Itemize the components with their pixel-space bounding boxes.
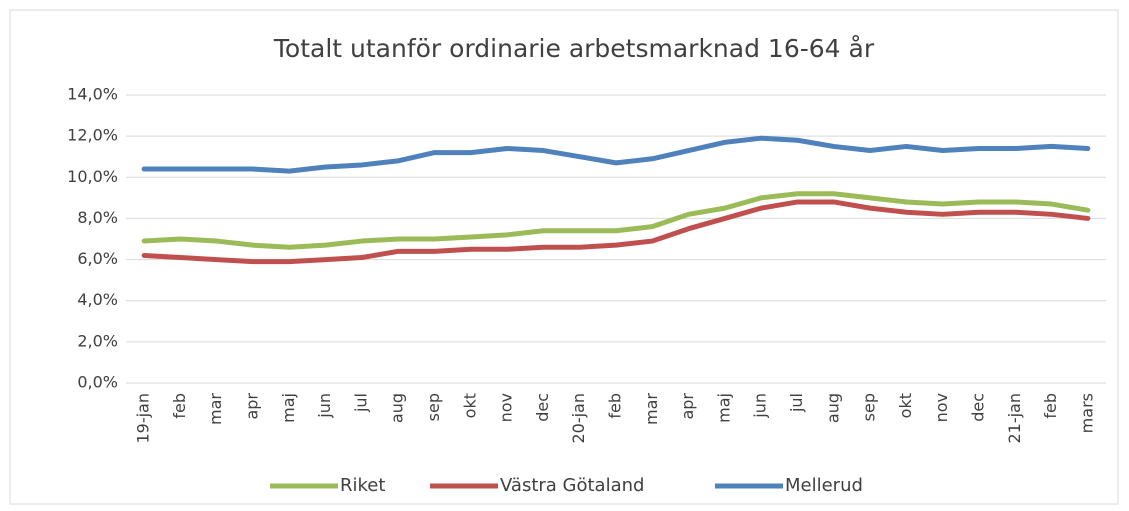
x-tick-label: feb bbox=[170, 393, 189, 419]
x-tick-label: maj bbox=[714, 393, 733, 423]
x-tick-label: sep bbox=[860, 393, 879, 421]
x-tick-label: maj bbox=[279, 393, 298, 423]
x-tick-label: 20-jan bbox=[569, 393, 588, 444]
legend-label: Västra Götaland bbox=[500, 475, 644, 496]
series-line bbox=[141, 199, 1091, 265]
x-tick-label: jul bbox=[787, 393, 806, 413]
legend-label: Riket bbox=[340, 475, 385, 496]
y-tick-label: 12,0% bbox=[67, 126, 118, 145]
y-tick-label: 0,0% bbox=[77, 373, 118, 392]
x-tick-label: feb bbox=[1041, 393, 1060, 419]
x-tick-label: jul bbox=[351, 393, 370, 413]
y-tick-label: 4,0% bbox=[77, 290, 118, 309]
x-tick-label: mar bbox=[642, 393, 661, 425]
series-line bbox=[141, 135, 1091, 174]
series-line bbox=[141, 191, 1091, 250]
x-tick-label: dec bbox=[968, 393, 987, 422]
x-tick-label: okt bbox=[460, 393, 479, 418]
y-tick-label: 8,0% bbox=[77, 208, 118, 227]
x-tick-label: aug bbox=[388, 393, 407, 423]
x-tick-label: apr bbox=[243, 393, 262, 420]
x-tick-label: feb bbox=[606, 393, 625, 419]
x-tick-label: jun bbox=[315, 393, 334, 419]
y-tick-label: 10,0% bbox=[67, 167, 118, 186]
x-tick-label: 21-jan bbox=[1005, 393, 1024, 444]
y-tick-label: 2,0% bbox=[77, 331, 118, 350]
x-tick-label: aug bbox=[823, 393, 842, 423]
chart-title: Totalt utanför ordinarie arbetsmarknad 1… bbox=[273, 34, 875, 63]
y-tick-label: 14,0% bbox=[67, 85, 118, 104]
x-tick-label: nov bbox=[932, 393, 951, 422]
x-tick-label: mars bbox=[1077, 393, 1096, 433]
x-tick-label: dec bbox=[533, 393, 552, 422]
legend-label: Mellerud bbox=[785, 475, 863, 496]
x-tick-label: apr bbox=[678, 393, 697, 420]
x-tick-label: sep bbox=[424, 393, 443, 421]
x-tick-label: 19-jan bbox=[134, 393, 153, 444]
x-tick-label: okt bbox=[896, 393, 915, 418]
x-tick-label: mar bbox=[206, 393, 225, 425]
y-tick-label: 6,0% bbox=[77, 249, 118, 268]
x-tick-label: jun bbox=[751, 393, 770, 419]
x-tick-label: nov bbox=[497, 393, 516, 422]
